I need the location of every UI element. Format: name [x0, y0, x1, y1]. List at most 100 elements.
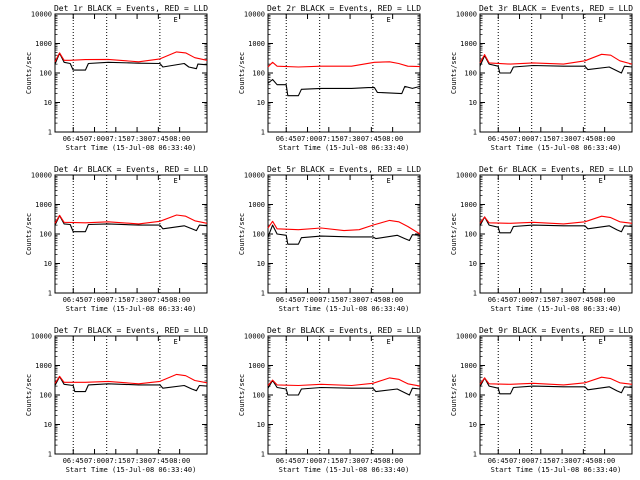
y-tick-label: 100	[252, 392, 265, 400]
x-tick-label: 07:15	[105, 296, 126, 304]
y-tick-label: 10000	[31, 11, 52, 19]
series-lld-line	[54, 51, 208, 63]
series-lld-line	[54, 214, 208, 225]
y-tick-label: 10	[469, 99, 477, 107]
y-tick-label: 1	[261, 290, 265, 298]
x-axis-label: Start Time (15-Jul-08 06:33:40)	[491, 466, 622, 474]
panel-marker: E	[599, 16, 603, 24]
x-tick-label: 07:30	[552, 135, 573, 143]
y-tick-label: 1	[261, 129, 265, 137]
y-tick-label: 100	[252, 231, 265, 239]
x-tick-label: 07:30	[127, 135, 148, 143]
series-events-line	[267, 224, 421, 245]
x-tick-label: 07:15	[318, 296, 339, 304]
series-lld-line	[479, 53, 633, 65]
x-tick-label: 07:00	[297, 296, 318, 304]
x-tick-label: 07:30	[552, 457, 573, 465]
x-tick-label: 06:45	[276, 296, 297, 304]
panel-det-6: Det 6r BLACK = Events, RED = LLD E 1 10 100 1…	[450, 165, 633, 313]
series-lld-line	[479, 376, 633, 386]
y-tick-label: 1	[473, 451, 477, 459]
series-events-line	[54, 215, 208, 233]
y-tick-label: 1000	[35, 40, 52, 48]
panel-title: Det 7r BLACK = Events, RED = LLD	[54, 326, 208, 335]
x-tick-label: 08:00	[169, 296, 190, 304]
x-axis-label: Start Time (15-Jul-08 06:33:40)	[491, 144, 622, 152]
y-tick-label: 10000	[31, 172, 52, 180]
panel-title: Det 6r BLACK = Events, RED = LLD	[479, 165, 633, 174]
x-tick-label: 07:30	[340, 457, 361, 465]
series-events-line	[479, 216, 633, 234]
x-tick-label: 07:45	[148, 135, 169, 143]
x-tick-label: 07:45	[573, 457, 594, 465]
x-tick-label: 07:15	[318, 135, 339, 143]
y-tick-label: 1	[48, 290, 52, 298]
y-axis-label: Counts/sec	[238, 52, 246, 94]
series-lld-line	[267, 219, 421, 235]
series-lld-line	[479, 215, 633, 225]
y-tick-label: 10	[44, 421, 52, 429]
x-tick-label: 07:15	[530, 135, 551, 143]
y-tick-label: 100	[464, 392, 477, 400]
series-lld-line	[267, 61, 421, 68]
panel-marker: E	[387, 177, 391, 185]
x-tick-label: 08:00	[382, 457, 403, 465]
y-tick-label: 10000	[456, 333, 477, 341]
y-tick-label: 1	[261, 451, 265, 459]
plot-frame	[54, 174, 208, 294]
x-tick-label: 07:45	[361, 457, 382, 465]
plot-frame	[54, 13, 208, 133]
x-tick-label: 07:00	[297, 457, 318, 465]
x-tick-label: 07:15	[530, 296, 551, 304]
x-tick-label: 08:00	[382, 135, 403, 143]
x-tick-label: 07:00	[509, 296, 530, 304]
x-tick-label: 07:45	[148, 457, 169, 465]
x-tick-label: 08:00	[594, 457, 615, 465]
x-tick-label: 08:00	[594, 296, 615, 304]
x-tick-label: 07:45	[573, 296, 594, 304]
panel-title: Det 4r BLACK = Events, RED = LLD	[54, 165, 208, 174]
x-axis-label: Start Time (15-Jul-08 06:33:40)	[66, 305, 197, 313]
y-tick-label: 1000	[35, 362, 52, 370]
panel-title: Det 2r BLACK = Events, RED = LLD	[267, 4, 421, 13]
y-tick-label: 10	[44, 99, 52, 107]
y-tick-label: 100	[39, 392, 52, 400]
x-tick-label: 07:45	[361, 296, 382, 304]
x-tick-label: 06:45	[488, 135, 509, 143]
panel-marker: E	[387, 16, 391, 24]
x-tick-label: 08:00	[169, 135, 190, 143]
panel-marker: E	[387, 338, 391, 346]
series-lld-line	[267, 377, 421, 387]
y-tick-label: 1000	[248, 40, 265, 48]
x-tick-label: 06:45	[488, 296, 509, 304]
panel-marker: E	[174, 338, 178, 346]
panel-marker: E	[599, 177, 603, 185]
panel-det-3: Det 3r BLACK = Events, RED = LLD E 1 10 100 1…	[450, 4, 633, 152]
panel-title: Det 3r BLACK = Events, RED = LLD	[479, 4, 633, 13]
panel-det-5: Det 5r BLACK = Events, RED = LLD E 1 10 100 1…	[238, 165, 421, 313]
x-tick-label: 07:00	[509, 457, 530, 465]
x-tick-label: 07:30	[127, 296, 148, 304]
y-tick-label: 10	[469, 260, 477, 268]
y-tick-label: 100	[252, 70, 265, 78]
x-tick-label: 06:45	[63, 296, 84, 304]
y-tick-label: 1	[48, 451, 52, 459]
panel-title: Det 9r BLACK = Events, RED = LLD	[479, 326, 633, 335]
panel-det-1: Det 1r BLACK = Events, RED = LLD E 1 10 100 1…	[25, 4, 208, 152]
panel-marker: E	[174, 16, 178, 24]
x-tick-label: 07:00	[84, 296, 105, 304]
x-tick-label: 06:45	[488, 457, 509, 465]
series-lld-line	[54, 373, 208, 385]
x-axis-label: Start Time (15-Jul-08 06:33:40)	[66, 466, 197, 474]
panel-title: Det 5r BLACK = Events, RED = LLD	[267, 165, 421, 174]
x-tick-label: 07:30	[552, 296, 573, 304]
panel-det-4: Det 4r BLACK = Events, RED = LLD E 1 10 100 1…	[25, 165, 208, 313]
x-axis-label: Start Time (15-Jul-08 06:33:40)	[279, 466, 410, 474]
series-events-line	[267, 379, 421, 396]
y-tick-label: 1	[473, 290, 477, 298]
y-tick-label: 10000	[456, 172, 477, 180]
plot-frame	[267, 174, 421, 294]
panel-marker: E	[599, 338, 603, 346]
x-tick-label: 07:00	[84, 457, 105, 465]
series-events-line	[54, 376, 208, 393]
